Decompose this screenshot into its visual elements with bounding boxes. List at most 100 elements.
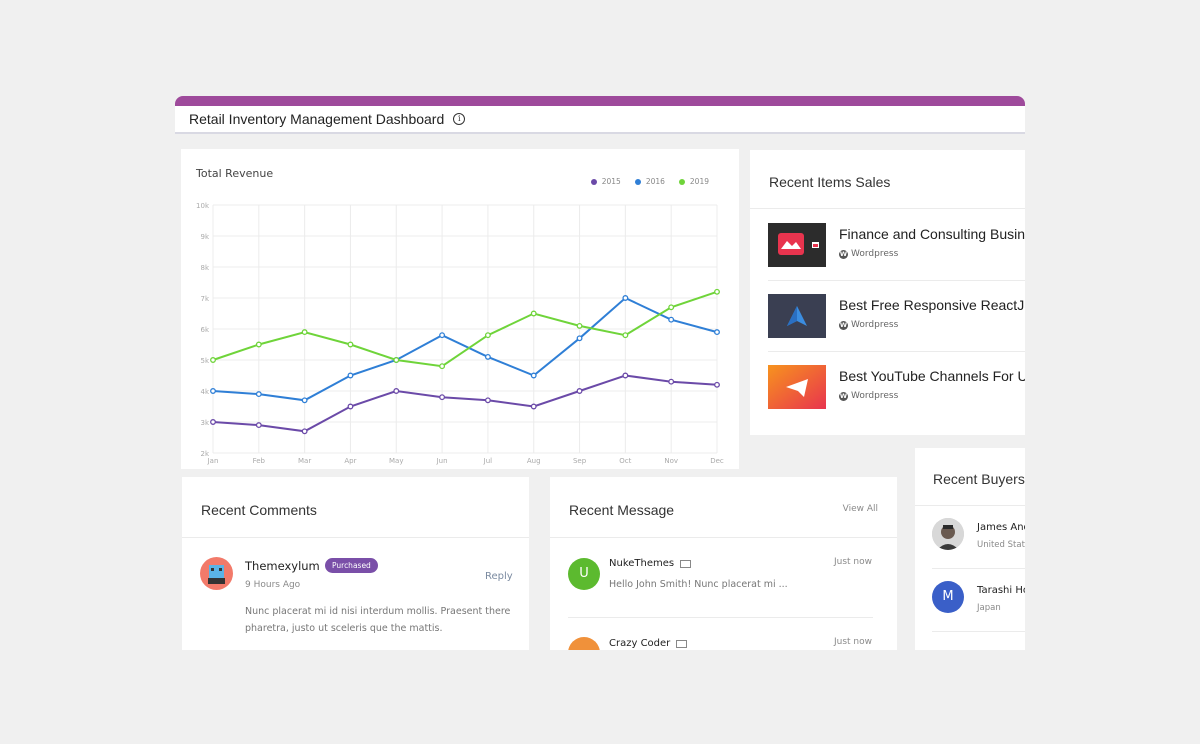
data-point-2015	[393, 388, 400, 394]
data-point-2016	[530, 372, 537, 379]
data-point-2019	[622, 332, 629, 339]
item-row[interactable]: Best YouTube Channels For UI W Wordpress	[750, 351, 1025, 422]
divider	[182, 537, 529, 538]
y-tick-label: 4k	[200, 388, 209, 396]
x-tick-label: Sep	[573, 457, 587, 465]
recent-items-title: Recent Items Sales	[769, 174, 891, 190]
message-avatar: U	[568, 558, 600, 590]
recent-comments-title: Recent Comments	[201, 502, 317, 518]
view-all-link[interactable]: View All	[842, 504, 878, 514]
recent-message-title: Recent Message	[569, 502, 675, 518]
x-tick-label: Jan	[207, 457, 219, 465]
data-point-2019	[439, 363, 446, 370]
x-tick-label: May	[389, 457, 403, 465]
data-point-2016	[668, 316, 675, 323]
buyer-name[interactable]: Tarashi Hoshino	[977, 585, 1025, 596]
item-title[interactable]: Finance and Consulting Business	[839, 226, 1025, 242]
reply-link[interactable]: Reply	[485, 571, 513, 582]
page-title: Retail Inventory Management Dashboard	[189, 111, 445, 127]
divider	[915, 505, 1025, 506]
buyer-location: Japan	[977, 603, 1001, 613]
header: Retail Inventory Management Dashboard i	[175, 106, 1025, 134]
item-row[interactable]: Best Free Responsive ReactJS W Wordpress	[750, 280, 1025, 351]
buyer-location: United States	[977, 540, 1025, 550]
divider	[768, 280, 1025, 281]
comment-author[interactable]: Themexylum	[245, 559, 320, 573]
message-sender[interactable]: Crazy Coder	[609, 638, 671, 649]
buyer-avatar	[932, 518, 964, 550]
legend-item-2016[interactable]: 2016	[634, 177, 665, 186]
dashboard-window: Retail Inventory Management Dashboard i …	[175, 96, 1025, 650]
data-point-2016	[347, 372, 354, 379]
purchased-badge: Purchased	[325, 558, 378, 573]
recent-items-card: Recent Items Sales Finance and Consultin…	[750, 150, 1025, 435]
comment-text: Nunc placerat mi id nisi interdum mollis…	[245, 606, 511, 617]
data-point-2015	[210, 419, 216, 425]
data-point-2019	[210, 357, 216, 363]
divider	[750, 208, 1025, 209]
y-tick-label: 6k	[200, 326, 209, 334]
series-line-2019	[212, 290, 718, 368]
item-thumbnail	[768, 223, 826, 267]
x-tick-label: Mar	[298, 457, 311, 465]
revenue-line-chart: 2k 3k 4k 5k 6k 7k 8k 9k 10k Jan Feb Mar Apr May Jun Jul…	[196, 202, 724, 465]
message-time: Just now	[833, 557, 872, 567]
data-point-2015	[439, 394, 446, 401]
legend-item-2019[interactable]: 2019	[678, 177, 709, 186]
data-point-2019	[576, 322, 583, 329]
message-sender[interactable]: NukeThemes	[609, 558, 675, 569]
data-point-2019	[393, 357, 400, 363]
recent-comments-card: Recent Comments Themexylum Purchased 9 H…	[182, 477, 529, 650]
data-point-2016	[714, 329, 720, 336]
x-tick-label: Feb	[253, 457, 266, 465]
item-platform: W Wordpress	[839, 320, 899, 330]
series-line-2016	[212, 296, 718, 402]
x-tick-label: Apr	[344, 457, 356, 465]
total-revenue-card: Total Revenue 2015 2016 2019 2k 3k 4k 5k 6k 7…	[181, 149, 739, 469]
data-point-2016	[255, 391, 262, 398]
x-tick-label: Jun	[436, 457, 448, 465]
info-icon[interactable]: i	[453, 113, 466, 125]
legend-item-2015[interactable]: 2015	[590, 177, 621, 186]
divider	[932, 568, 1025, 569]
item-title[interactable]: Best YouTube Channels For UI	[839, 368, 1025, 384]
item-title[interactable]: Best Free Responsive ReactJS	[839, 297, 1025, 313]
recent-buyers-title: Recent Buyers	[933, 471, 1025, 487]
divider	[768, 351, 1025, 352]
envelope-icon	[676, 640, 687, 648]
series-line-2015	[212, 374, 718, 433]
data-point-2015	[255, 422, 262, 429]
item-platform: W Wordpress	[839, 249, 899, 259]
data-point-2015	[484, 397, 491, 404]
wordpress-icon: W	[839, 320, 848, 330]
comment-time: 9 Hours Ago	[245, 580, 301, 590]
data-point-2015	[301, 428, 308, 435]
recent-message-card: Recent Message View All U NukeThemes Jus…	[550, 477, 897, 650]
data-point-2019	[301, 329, 308, 336]
message-time: Just now	[833, 637, 872, 647]
buyer-avatar: M	[932, 581, 964, 613]
data-point-2019	[255, 341, 262, 348]
y-tick-label: 7k	[200, 295, 209, 303]
item-row[interactable]: Finance and Consulting Business WWordpre…	[750, 209, 1025, 280]
x-tick-label: Oct	[619, 457, 631, 465]
data-point-2016	[301, 397, 308, 404]
data-point-2019	[714, 288, 720, 295]
y-tick-label: 10k	[196, 202, 210, 210]
data-point-2015	[668, 378, 675, 385]
chart-legend: 2015 2016 2019	[590, 177, 709, 186]
chart-title: Total Revenue	[196, 167, 274, 180]
y-tick-label: 8k	[200, 264, 209, 272]
buyer-name[interactable]: James Anderson	[977, 522, 1025, 533]
data-point-2016	[484, 353, 491, 360]
wordpress-icon: W	[839, 249, 848, 259]
x-tick-label: Nov	[664, 457, 678, 465]
wordpress-icon: W	[839, 391, 848, 401]
data-point-2016	[439, 332, 446, 339]
x-tick-label: Dec	[710, 457, 724, 465]
comment-text: pharetra, justo ut sceleris que the matt…	[245, 623, 443, 634]
x-tick-label: Jul	[483, 457, 493, 465]
data-point-2015	[714, 381, 720, 388]
data-point-2016	[576, 335, 583, 342]
data-point-2016	[622, 295, 629, 301]
